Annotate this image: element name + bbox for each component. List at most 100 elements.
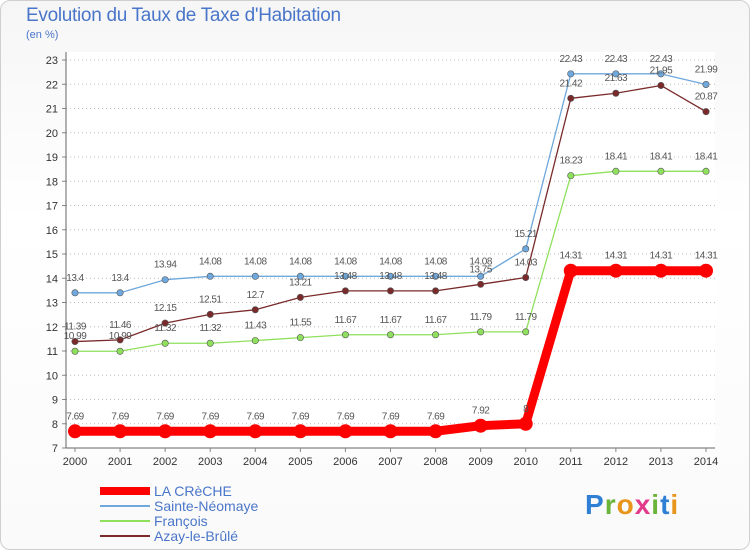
data-label: 22.43 — [650, 54, 673, 65]
data-point — [518, 416, 533, 431]
data-point — [203, 424, 218, 439]
x-tick-label: 2001 — [108, 456, 132, 468]
data-label: 14.08 — [289, 256, 312, 267]
data-point — [428, 424, 443, 439]
data-label: 18.41 — [605, 151, 628, 162]
data-point — [71, 289, 79, 297]
data-point — [386, 287, 394, 295]
data-label: 7.69 — [111, 411, 129, 422]
data-label: 7.69 — [247, 411, 265, 422]
data-point — [522, 328, 530, 336]
y-tick-label: 17 — [46, 201, 58, 213]
x-tick-label: 2007 — [378, 456, 402, 468]
data-point — [338, 424, 353, 439]
x-tick-label: 2010 — [513, 456, 537, 468]
data-point — [612, 89, 620, 97]
data-point — [206, 272, 214, 280]
logo-letter: P — [585, 489, 605, 520]
data-point — [113, 424, 128, 439]
data-point — [206, 310, 214, 318]
data-label: 8 — [523, 404, 529, 415]
data-label: 14.08 — [199, 256, 222, 267]
data-point — [657, 167, 665, 175]
legend-label: Azay-le-Brûlé — [154, 528, 238, 544]
logo-letter: i — [670, 489, 680, 520]
data-label: 20.87 — [695, 92, 718, 103]
data-label: 12.7 — [247, 290, 265, 301]
data-point — [251, 272, 259, 280]
data-point — [248, 424, 263, 439]
data-label: 21.99 — [695, 64, 718, 75]
data-point — [296, 272, 304, 280]
data-point — [702, 167, 710, 175]
data-point — [293, 424, 308, 439]
data-label: 14.08 — [424, 256, 447, 267]
data-label: 11.67 — [335, 315, 358, 326]
data-point — [383, 424, 398, 439]
data-label: 11.55 — [289, 318, 312, 329]
x-tick-label: 2009 — [468, 456, 492, 468]
x-tick-label: 2014 — [694, 456, 718, 468]
data-label: 21.42 — [560, 78, 583, 89]
y-tick-label: 15 — [46, 249, 58, 261]
data-label: 13.75 — [469, 264, 492, 275]
data-point — [161, 276, 169, 284]
data-label: 11.79 — [470, 312, 493, 323]
y-tick-label: 16 — [46, 225, 58, 237]
y-tick-label: 9 — [52, 395, 58, 407]
data-label: 12.15 — [154, 303, 177, 314]
data-label: 7.69 — [382, 411, 400, 422]
data-label: 10.99 — [109, 331, 132, 342]
chart-subtitle: (en %) — [26, 29, 59, 41]
data-point — [563, 263, 578, 278]
data-point — [657, 70, 665, 78]
data-label: 7.69 — [292, 411, 310, 422]
data-point — [522, 274, 530, 282]
data-point — [608, 263, 623, 278]
logo-letter: o — [616, 489, 635, 520]
data-label: 11.67 — [425, 315, 448, 326]
data-point — [341, 272, 349, 280]
data-point — [699, 263, 713, 278]
data-label: 11.46 — [109, 320, 132, 331]
data-label: 14.31 — [695, 251, 718, 262]
data-label: 7.69 — [156, 411, 174, 422]
data-label: 13.21 — [289, 277, 312, 288]
data-point — [612, 70, 620, 78]
data-label: 21.63 — [605, 73, 628, 84]
data-label: 11.67 — [380, 315, 403, 326]
data-label: 11.32 — [199, 323, 222, 334]
y-tick-label: 20 — [46, 128, 58, 140]
data-point — [567, 94, 575, 102]
x-tick-label: 2002 — [153, 456, 177, 468]
data-point — [386, 331, 394, 339]
data-point — [251, 337, 259, 345]
data-point — [296, 293, 304, 301]
y-tick-label: 11 — [47, 346, 58, 358]
data-label: 7.69 — [337, 411, 355, 422]
data-point — [432, 272, 440, 280]
data-point — [432, 331, 440, 339]
data-label: 13.94 — [154, 260, 177, 271]
x-tick-label: 2000 — [63, 456, 87, 468]
data-label: 14.31 — [560, 251, 583, 262]
data-point — [702, 108, 710, 116]
data-point — [657, 81, 665, 89]
legend-label: Sainte-Néomaye — [154, 498, 258, 514]
data-label: 11.43 — [244, 321, 267, 332]
data-point — [116, 336, 124, 344]
data-label: 11.39 — [64, 322, 87, 333]
data-point — [296, 334, 304, 342]
data-label: 13.4 — [111, 273, 129, 284]
data-label: 14.08 — [244, 256, 267, 267]
data-label: 14.03 — [514, 258, 537, 269]
y-tick-label: 23 — [46, 55, 58, 67]
logo-letter: x — [634, 489, 652, 520]
y-tick-label: 19 — [46, 152, 58, 164]
data-point — [116, 347, 124, 355]
data-point — [612, 167, 620, 175]
data-point — [68, 424, 82, 439]
data-point — [161, 339, 169, 347]
x-tick-label: 2011 — [559, 456, 583, 468]
